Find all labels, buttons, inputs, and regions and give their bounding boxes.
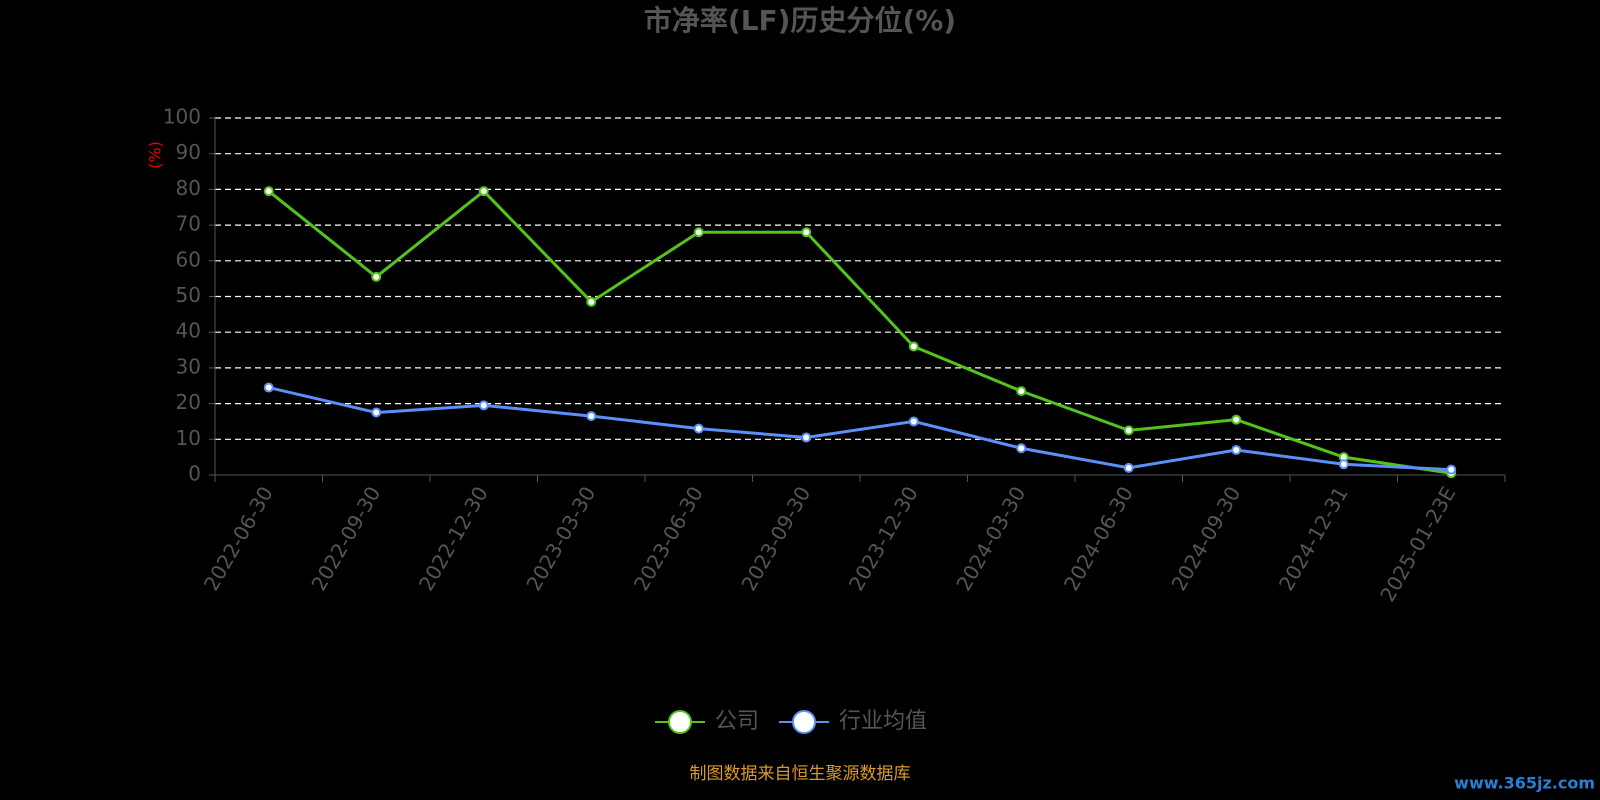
y-tick-label: 20 bbox=[176, 390, 201, 414]
y-axis-label: (%) bbox=[146, 141, 165, 169]
chart-title: 市净率(LF)历史分位(%) bbox=[644, 4, 956, 37]
data-point bbox=[1338, 459, 1349, 470]
source-note: 制图数据来自恒生聚源数据库 bbox=[690, 764, 911, 784]
legend-label: 行业均值 bbox=[839, 709, 927, 734]
data-point bbox=[801, 432, 812, 443]
y-tick-label: 60 bbox=[176, 247, 201, 271]
data-point bbox=[478, 400, 489, 411]
y-tick-label: 0 bbox=[188, 462, 201, 486]
data-point bbox=[1231, 445, 1242, 456]
y-tick-label: 100 bbox=[163, 105, 201, 129]
data-point bbox=[371, 271, 382, 282]
data-point bbox=[1231, 414, 1242, 425]
data-point bbox=[371, 407, 382, 418]
legend-marker bbox=[792, 710, 817, 734]
series-line bbox=[268, 386, 1452, 472]
y-tick-label: 30 bbox=[176, 354, 201, 378]
data-point bbox=[693, 227, 704, 238]
data-point bbox=[478, 186, 489, 197]
data-point bbox=[908, 341, 919, 352]
data-point bbox=[263, 186, 274, 197]
data-point bbox=[263, 382, 274, 393]
legend: 公司 行业均值 bbox=[655, 709, 927, 734]
data-point bbox=[693, 423, 704, 434]
y-tick-label: 90 bbox=[176, 140, 201, 164]
y-tick-label: 40 bbox=[176, 319, 201, 343]
data-point bbox=[1016, 386, 1027, 397]
series-line bbox=[267, 189, 1452, 475]
data-point bbox=[1446, 464, 1457, 475]
legend-label: 公司 bbox=[715, 709, 759, 734]
data-point bbox=[586, 411, 597, 422]
data-point bbox=[1123, 462, 1134, 473]
data-point bbox=[1016, 443, 1027, 454]
data-point bbox=[801, 227, 812, 238]
watermark: www.365jz.com bbox=[1454, 774, 1595, 793]
data-point bbox=[908, 416, 919, 427]
y-tick-label: 70 bbox=[176, 212, 201, 236]
data-point bbox=[586, 296, 597, 307]
y-tick-label: 80 bbox=[176, 176, 201, 200]
y-tick-label: 10 bbox=[176, 426, 201, 450]
data-point bbox=[1123, 425, 1134, 436]
legend-marker bbox=[668, 710, 692, 734]
y-tick-label: 50 bbox=[176, 283, 201, 307]
